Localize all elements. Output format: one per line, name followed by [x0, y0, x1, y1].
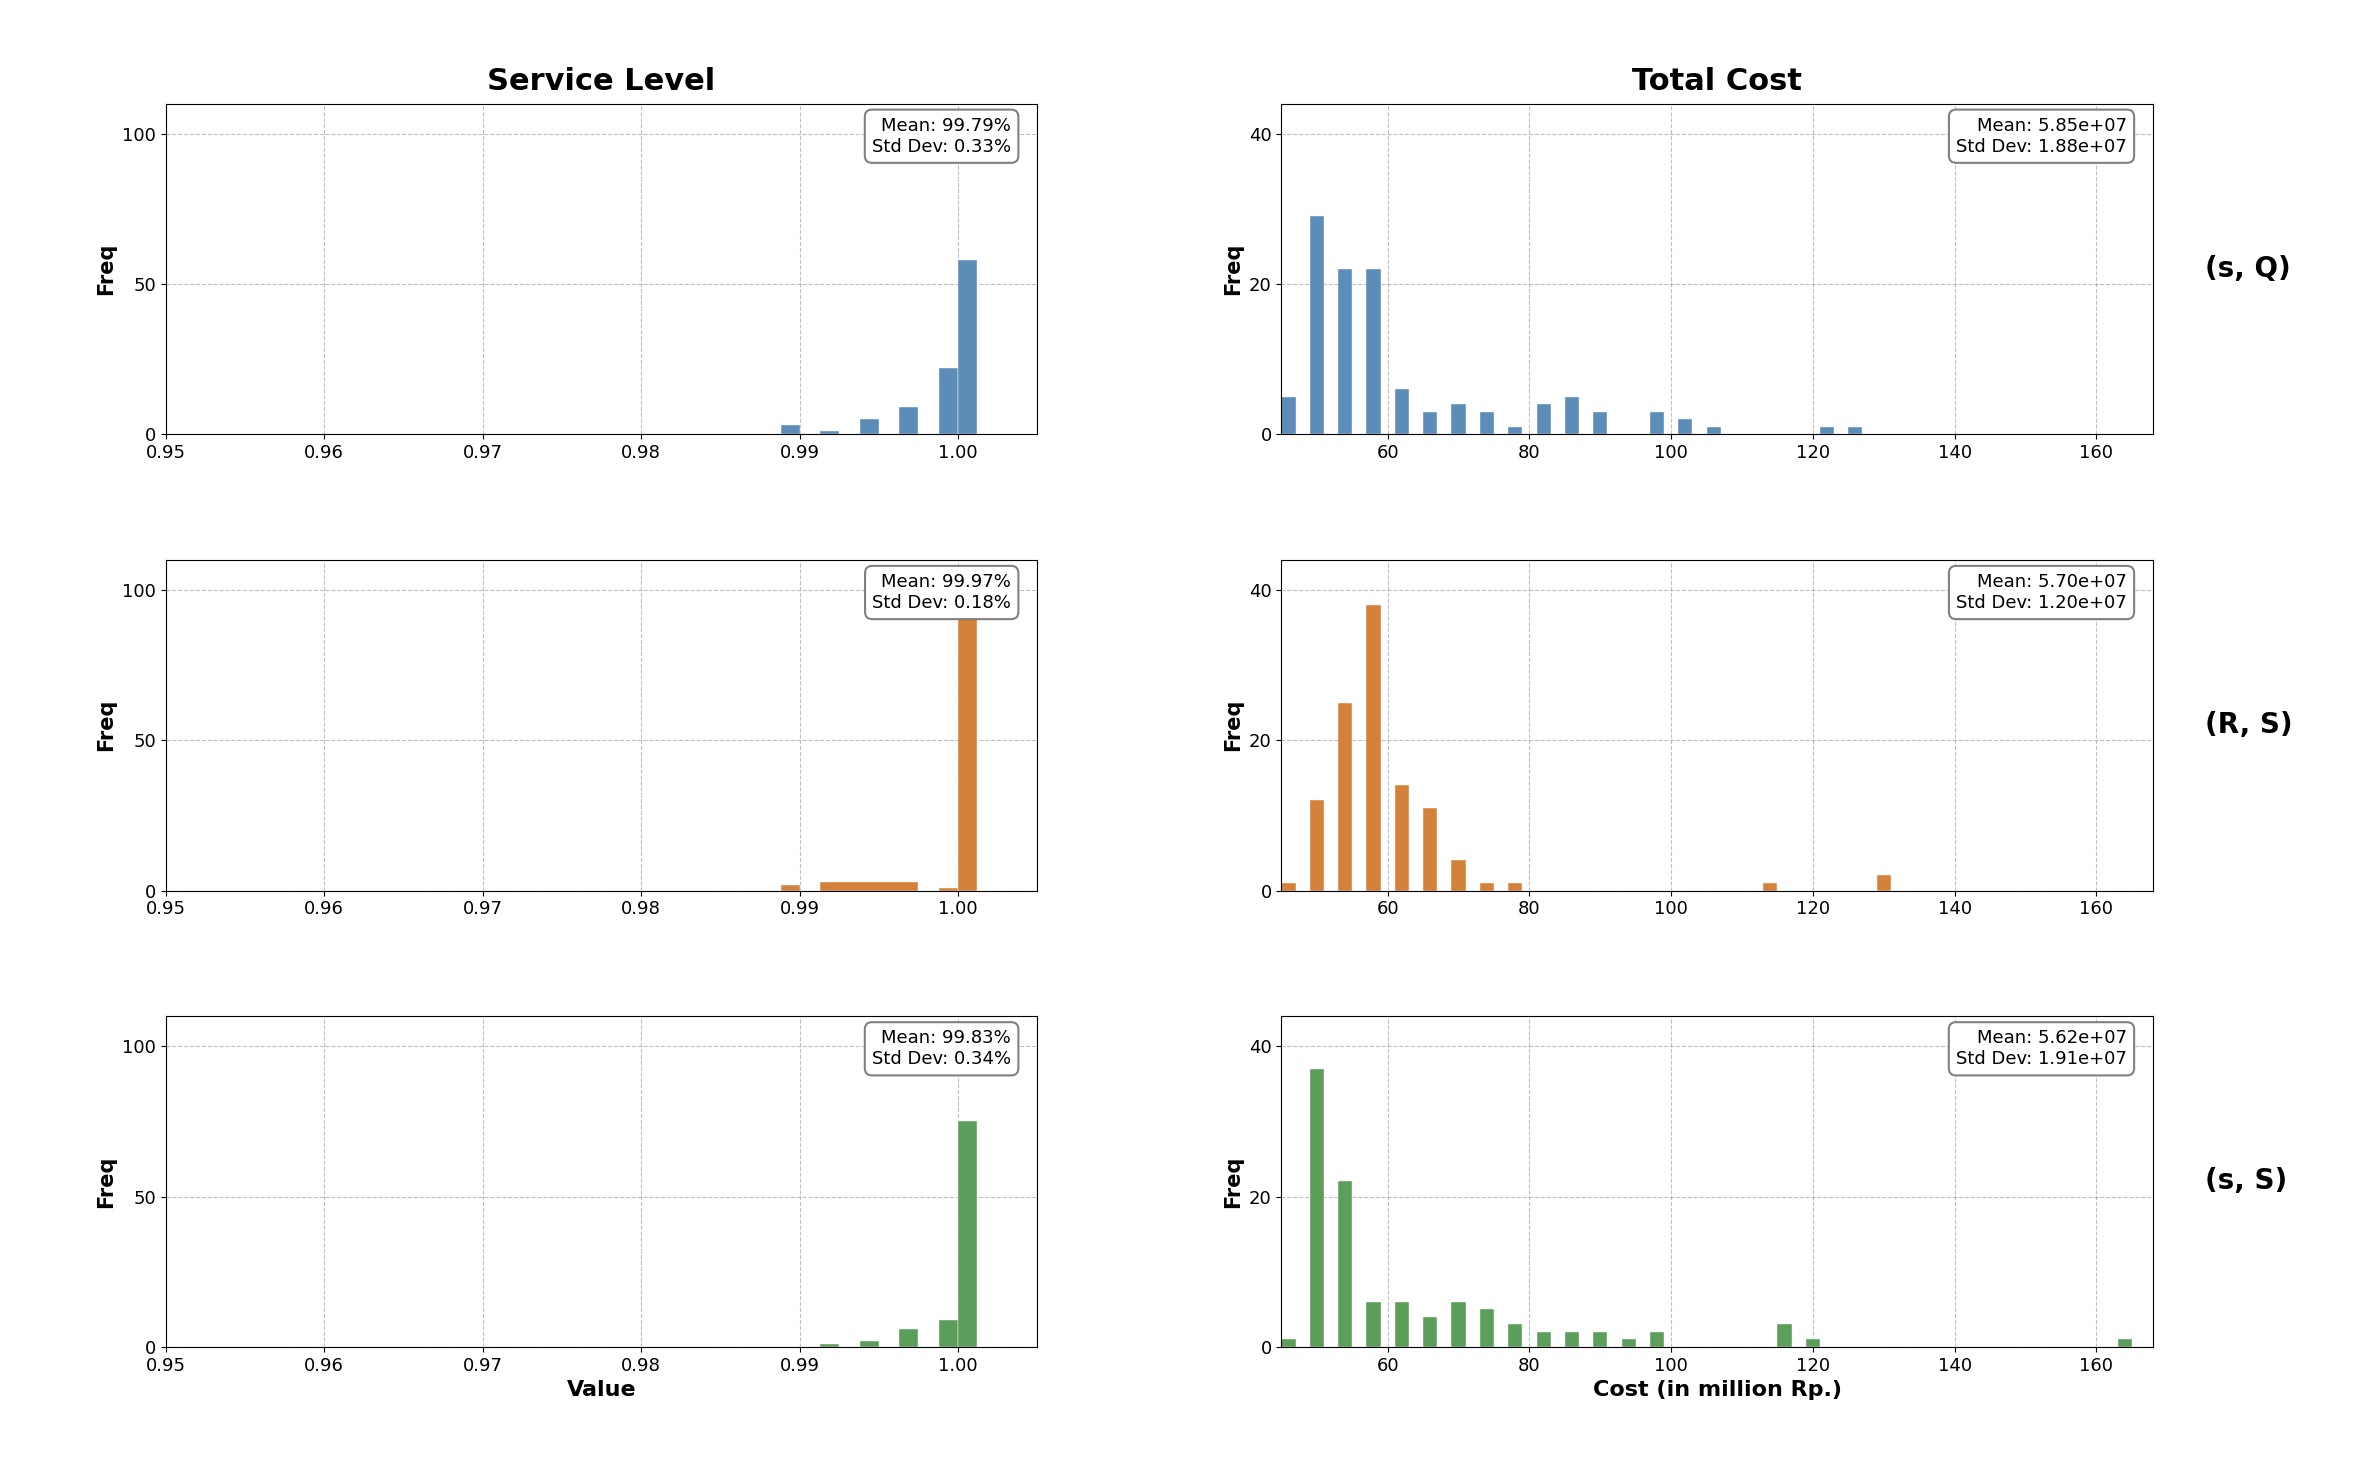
Bar [821, 1344, 840, 1347]
Bar [1507, 884, 1521, 891]
Bar [899, 1329, 918, 1347]
Y-axis label: Freq: Freq [97, 1156, 116, 1208]
Y-axis label: Freq: Freq [1223, 243, 1245, 295]
Bar [1282, 397, 1297, 434]
Bar [1763, 884, 1777, 891]
Bar [939, 1320, 958, 1347]
Bar [821, 431, 840, 434]
Bar [1592, 1332, 1607, 1347]
Bar [1876, 876, 1890, 891]
Text: Mean: 5.70e+07
Std Dev: 1.20e+07: Mean: 5.70e+07 Std Dev: 1.20e+07 [1957, 573, 2127, 611]
Bar [1536, 404, 1550, 434]
Text: Mean: 5.62e+07
Std Dev: 1.91e+07: Mean: 5.62e+07 Std Dev: 1.91e+07 [1957, 1030, 2127, 1069]
Text: Mean: 99.97%
Std Dev: 0.18%: Mean: 99.97% Std Dev: 0.18% [873, 573, 1010, 611]
X-axis label: Cost (in million Rp.): Cost (in million Rp.) [1592, 1379, 1841, 1400]
Bar [1479, 1310, 1493, 1347]
Bar [1450, 1302, 1465, 1347]
Bar [1706, 426, 1720, 434]
Bar [1479, 884, 1493, 891]
Bar [1422, 1317, 1436, 1347]
Bar [1282, 884, 1297, 891]
Bar [1339, 1181, 1353, 1347]
Bar [1368, 1302, 1382, 1347]
X-axis label: Value: Value [565, 1379, 636, 1400]
Title: Service Level: Service Level [487, 67, 715, 96]
Bar [1422, 808, 1436, 891]
Bar [1819, 426, 1834, 434]
Bar [1592, 411, 1607, 434]
Bar [1564, 1332, 1578, 1347]
Bar [1805, 1339, 1819, 1347]
Title: Total Cost: Total Cost [1633, 67, 1803, 96]
Text: (s, S): (s, S) [2205, 1168, 2288, 1196]
Bar [1564, 397, 1578, 434]
Text: (R, S): (R, S) [2205, 712, 2293, 739]
Bar [1677, 419, 1692, 434]
Bar [1507, 426, 1521, 434]
Bar [1536, 1332, 1550, 1347]
Bar [1282, 1339, 1297, 1347]
Y-axis label: Freq: Freq [97, 699, 116, 752]
Bar [821, 882, 918, 891]
Bar [899, 407, 918, 434]
Text: Mean: 99.83%
Std Dev: 0.34%: Mean: 99.83% Std Dev: 0.34% [873, 1030, 1010, 1069]
Bar [1621, 1339, 1635, 1347]
Bar [1396, 1302, 1408, 1347]
Bar [1479, 411, 1493, 434]
Y-axis label: Freq: Freq [97, 243, 116, 295]
Bar [1368, 269, 1382, 434]
Text: (s, Q): (s, Q) [2205, 255, 2290, 283]
Bar [781, 885, 800, 891]
Bar [1339, 703, 1353, 891]
Bar [781, 425, 800, 434]
Bar [1422, 411, 1436, 434]
Bar [1507, 1325, 1521, 1347]
Bar [939, 888, 958, 891]
Y-axis label: Freq: Freq [1223, 1156, 1245, 1208]
Text: Mean: 5.85e+07
Std Dev: 1.88e+07: Mean: 5.85e+07 Std Dev: 1.88e+07 [1957, 117, 2127, 155]
Y-axis label: Freq: Freq [1223, 699, 1245, 752]
Bar [1848, 426, 1862, 434]
Bar [958, 260, 977, 434]
Bar [1396, 786, 1408, 891]
Bar [1339, 269, 1353, 434]
Bar [1311, 1069, 1325, 1347]
Bar [1368, 605, 1382, 891]
Bar [1649, 1332, 1663, 1347]
Bar [958, 1122, 977, 1347]
Bar [1311, 801, 1325, 891]
Bar [1450, 860, 1465, 891]
Bar [859, 1341, 878, 1347]
Bar [1649, 411, 1663, 434]
Bar [1450, 404, 1465, 434]
Text: Mean: 99.79%
Std Dev: 0.33%: Mean: 99.79% Std Dev: 0.33% [873, 117, 1010, 155]
Bar [859, 419, 878, 434]
Bar [1777, 1325, 1791, 1347]
Bar [939, 369, 958, 434]
Bar [2118, 1339, 2132, 1347]
Bar [1311, 216, 1325, 434]
Bar [1396, 389, 1408, 434]
Bar [958, 591, 977, 891]
